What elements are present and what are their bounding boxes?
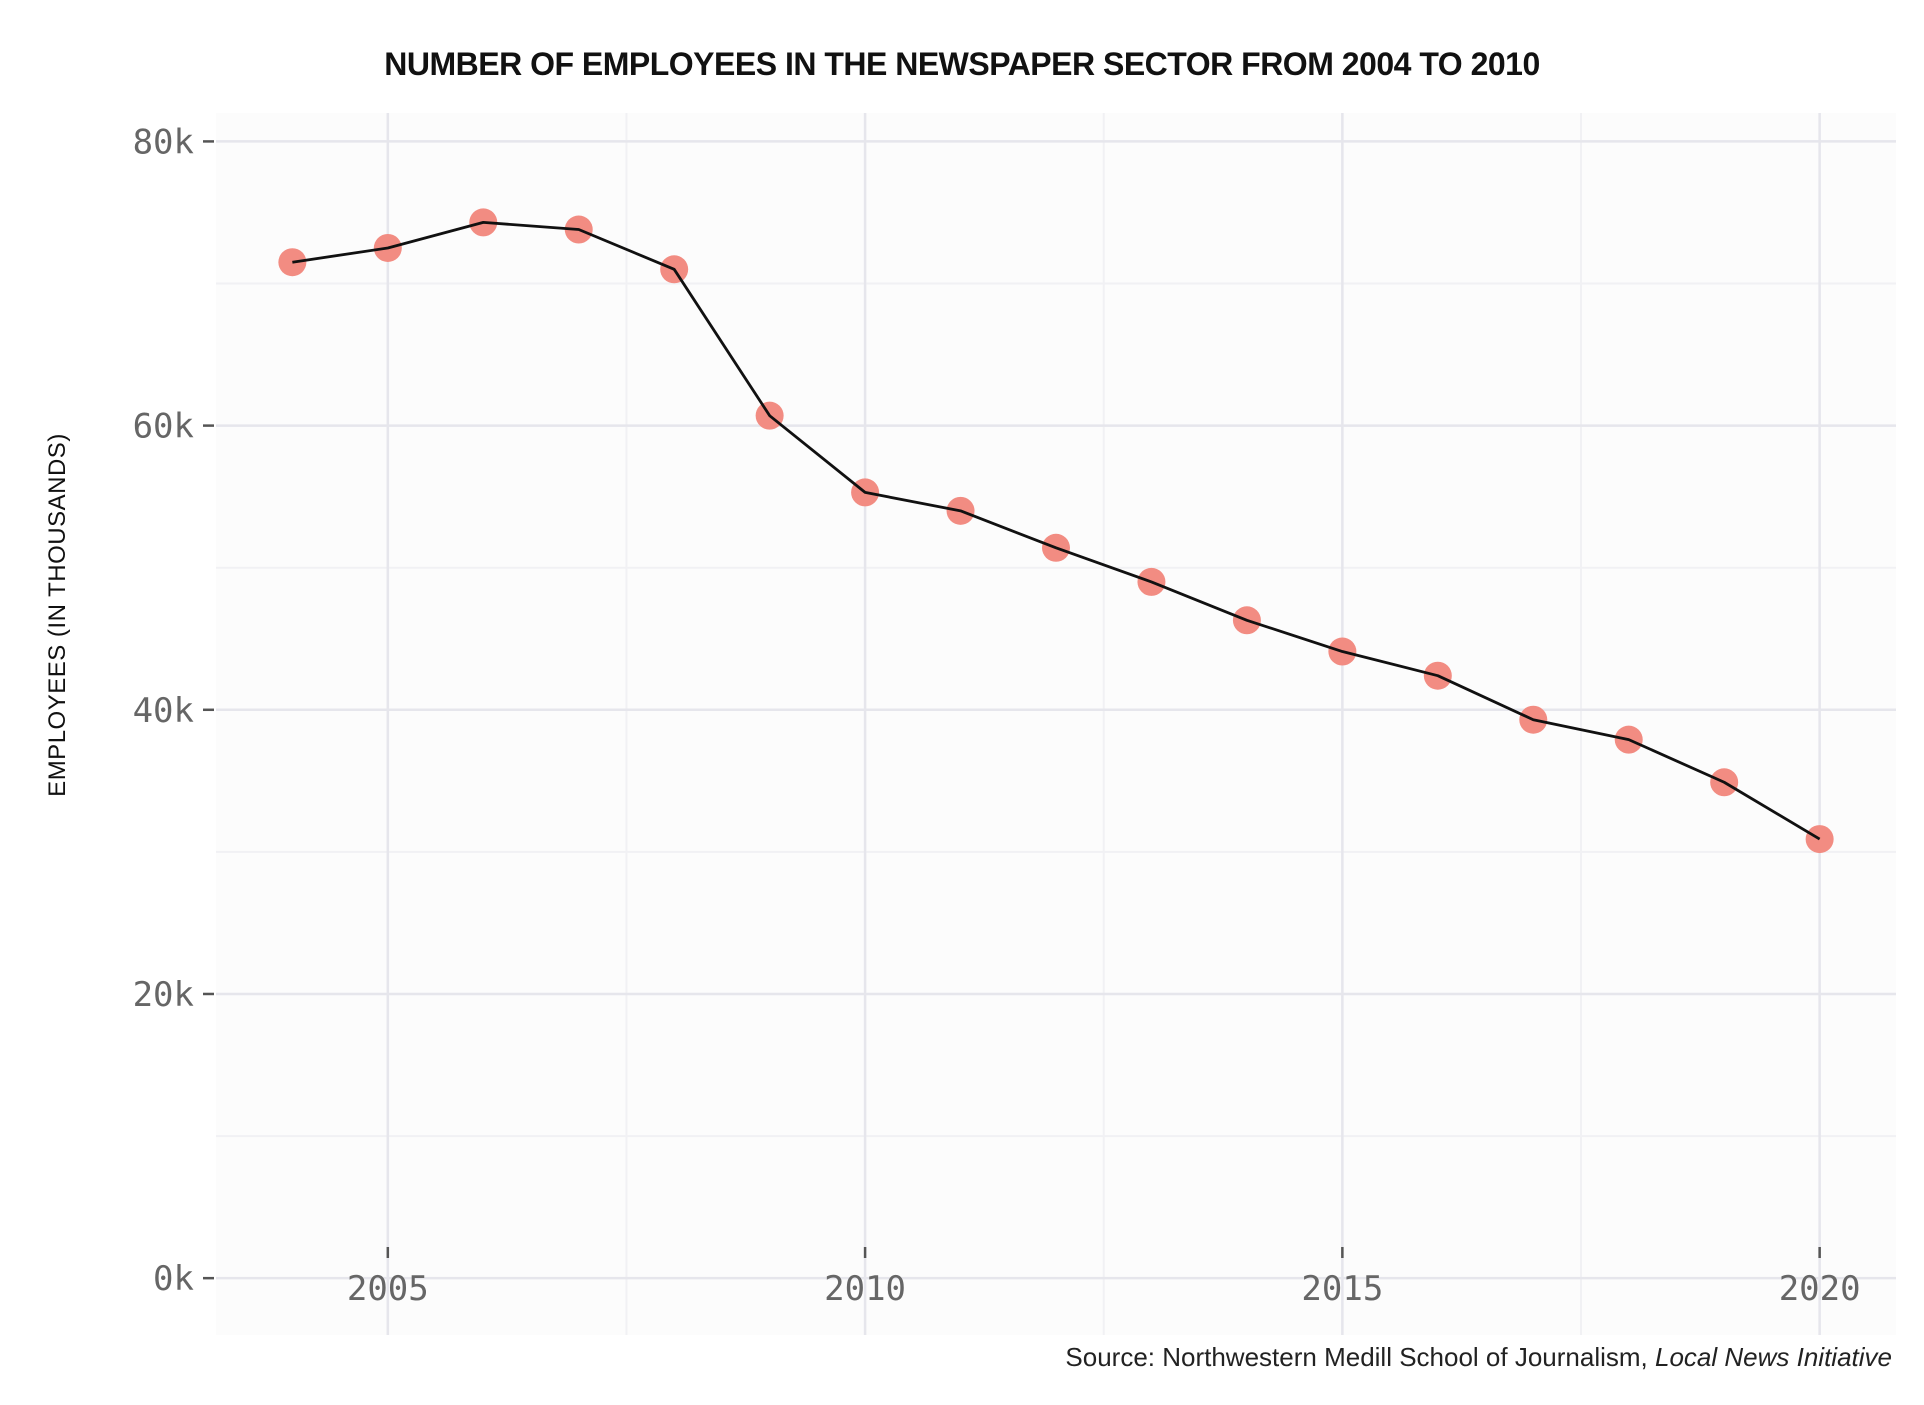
x-tick-label: 2010 (824, 1269, 906, 1309)
y-tick-label: 60k (133, 407, 194, 447)
y-tick-label: 40k (133, 691, 194, 731)
x-tick-label: 2020 (1779, 1269, 1861, 1309)
series-line (292, 221, 1821, 841)
source-prefix: Source: Northwestern Medill School of Jo… (1065, 1342, 1655, 1372)
grid-lines (216, 113, 1896, 1335)
chart-title: NUMBER OF EMPLOYEES IN THE NEWSPAPER SEC… (384, 46, 1540, 82)
plot-panel (216, 113, 1896, 1335)
series-layer (278, 208, 1834, 854)
x-tick-label: 2005 (347, 1269, 429, 1309)
y-tick-label: 0k (153, 1259, 194, 1299)
y-tick-label: 80k (133, 122, 194, 162)
source-note: Source: Northwestern Medill School of Jo… (1065, 1342, 1892, 1373)
y-tick-label: 20k (133, 975, 194, 1015)
axes: 0k 20k 40k 60k 80k 2005 2010 2015 2020 (133, 122, 1861, 1309)
x-tick-label: 2015 (1301, 1269, 1383, 1309)
source-italic: Local News Initiative (1655, 1342, 1892, 1372)
